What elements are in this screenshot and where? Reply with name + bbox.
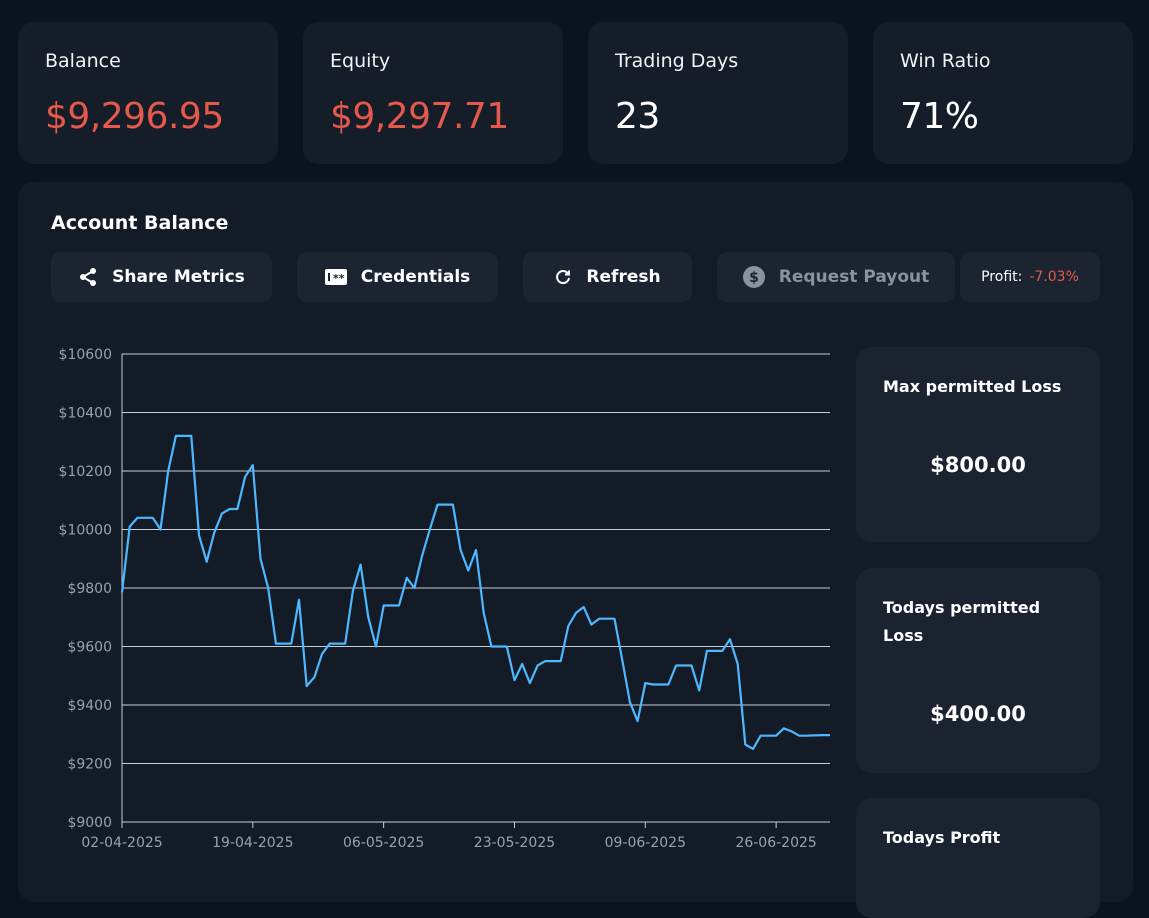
max-loss-card: Max permitted Loss $800.00 — [856, 347, 1100, 542]
y-tick-label: $10000 — [59, 523, 112, 539]
share-metrics-button[interactable]: Share Metrics — [51, 252, 272, 302]
win-ratio-card: Win Ratio 71% — [873, 22, 1133, 164]
x-tick-label: 02-04-2025 — [81, 835, 162, 851]
trading-days-label: Trading Days — [615, 50, 739, 72]
y-tick-label: $10200 — [59, 464, 112, 480]
y-tick-label: $10400 — [59, 406, 112, 422]
today-profit-title: Todays Profit — [883, 828, 1001, 847]
chart-gridlines — [121, 353, 830, 828]
y-tick-label: $10600 — [59, 347, 112, 363]
svg-text:$: $ — [749, 270, 759, 286]
y-tick-label: $9000 — [67, 815, 112, 831]
dollar-icon: $ — [742, 266, 765, 288]
max-loss-value: $800.00 — [930, 453, 1026, 477]
x-tick-label: 26-06-2025 — [735, 835, 816, 851]
password-icon: ** — [324, 269, 347, 285]
svg-text:**: ** — [333, 272, 345, 285]
y-tick-label: $9400 — [67, 698, 112, 714]
chart-tick-labels: $9000 $9200 $9400 $9600 $9800 $10000 $10200 $10… — [59, 347, 817, 851]
refresh-button[interactable]: Refresh — [523, 252, 692, 302]
account-balance-panel: Account Balance Share Metrics ** Credent… — [18, 182, 1133, 918]
request-payout-button[interactable]: $ Request Payout — [717, 252, 955, 302]
refresh-icon — [554, 268, 572, 286]
balance-label: Balance — [45, 50, 121, 72]
balance-value: $9,296.95 — [45, 96, 224, 137]
panel-title: Account Balance — [51, 212, 229, 234]
max-loss-title: Max permitted Loss — [883, 377, 1062, 396]
request-payout-label: Request Payout — [778, 267, 930, 287]
profit-label: Profit: — [981, 269, 1023, 285]
win-ratio-value: 71% — [900, 96, 979, 137]
equity-card: Equity $9,297.71 — [303, 22, 563, 164]
y-tick-label: $9200 — [67, 757, 112, 773]
today-loss-value: $400.00 — [930, 702, 1026, 726]
profit-badge: Profit: -7.03% — [960, 252, 1100, 302]
x-tick-label: 09-06-2025 — [605, 835, 686, 851]
today-loss-card: Todays permitted Loss $400.00 — [856, 568, 1100, 773]
x-tick-label: 19-04-2025 — [212, 835, 293, 851]
profit-value: -7.03% — [1029, 269, 1079, 285]
equity-value: $9,297.71 — [330, 96, 509, 137]
balance-card: Balance $9,296.95 — [18, 22, 278, 164]
balance-series-line — [120, 434, 830, 751]
win-ratio-label: Win Ratio — [900, 50, 991, 72]
today-loss-title: Todays permitted Loss — [883, 598, 1041, 645]
balance-chart: $9000 $9200 $9400 $9600 $9800 $10000 $10200 $10… — [59, 347, 830, 851]
y-tick-label: $9800 — [67, 581, 112, 597]
chart-series — [120, 434, 830, 751]
credentials-label: Credentials — [360, 267, 471, 287]
credentials-button[interactable]: ** Credentials — [297, 252, 498, 302]
trading-days-card: Trading Days 23 — [588, 22, 848, 164]
equity-label: Equity — [330, 50, 391, 72]
share-icon — [78, 267, 98, 287]
refresh-label: Refresh — [586, 267, 661, 287]
y-tick-label: $9600 — [67, 640, 112, 656]
share-metrics-label: Share Metrics — [112, 267, 245, 287]
x-tick-label: 06-05-2025 — [343, 835, 424, 851]
x-tick-label: 23-05-2025 — [474, 835, 555, 851]
trading-days-value: 23 — [615, 96, 660, 137]
